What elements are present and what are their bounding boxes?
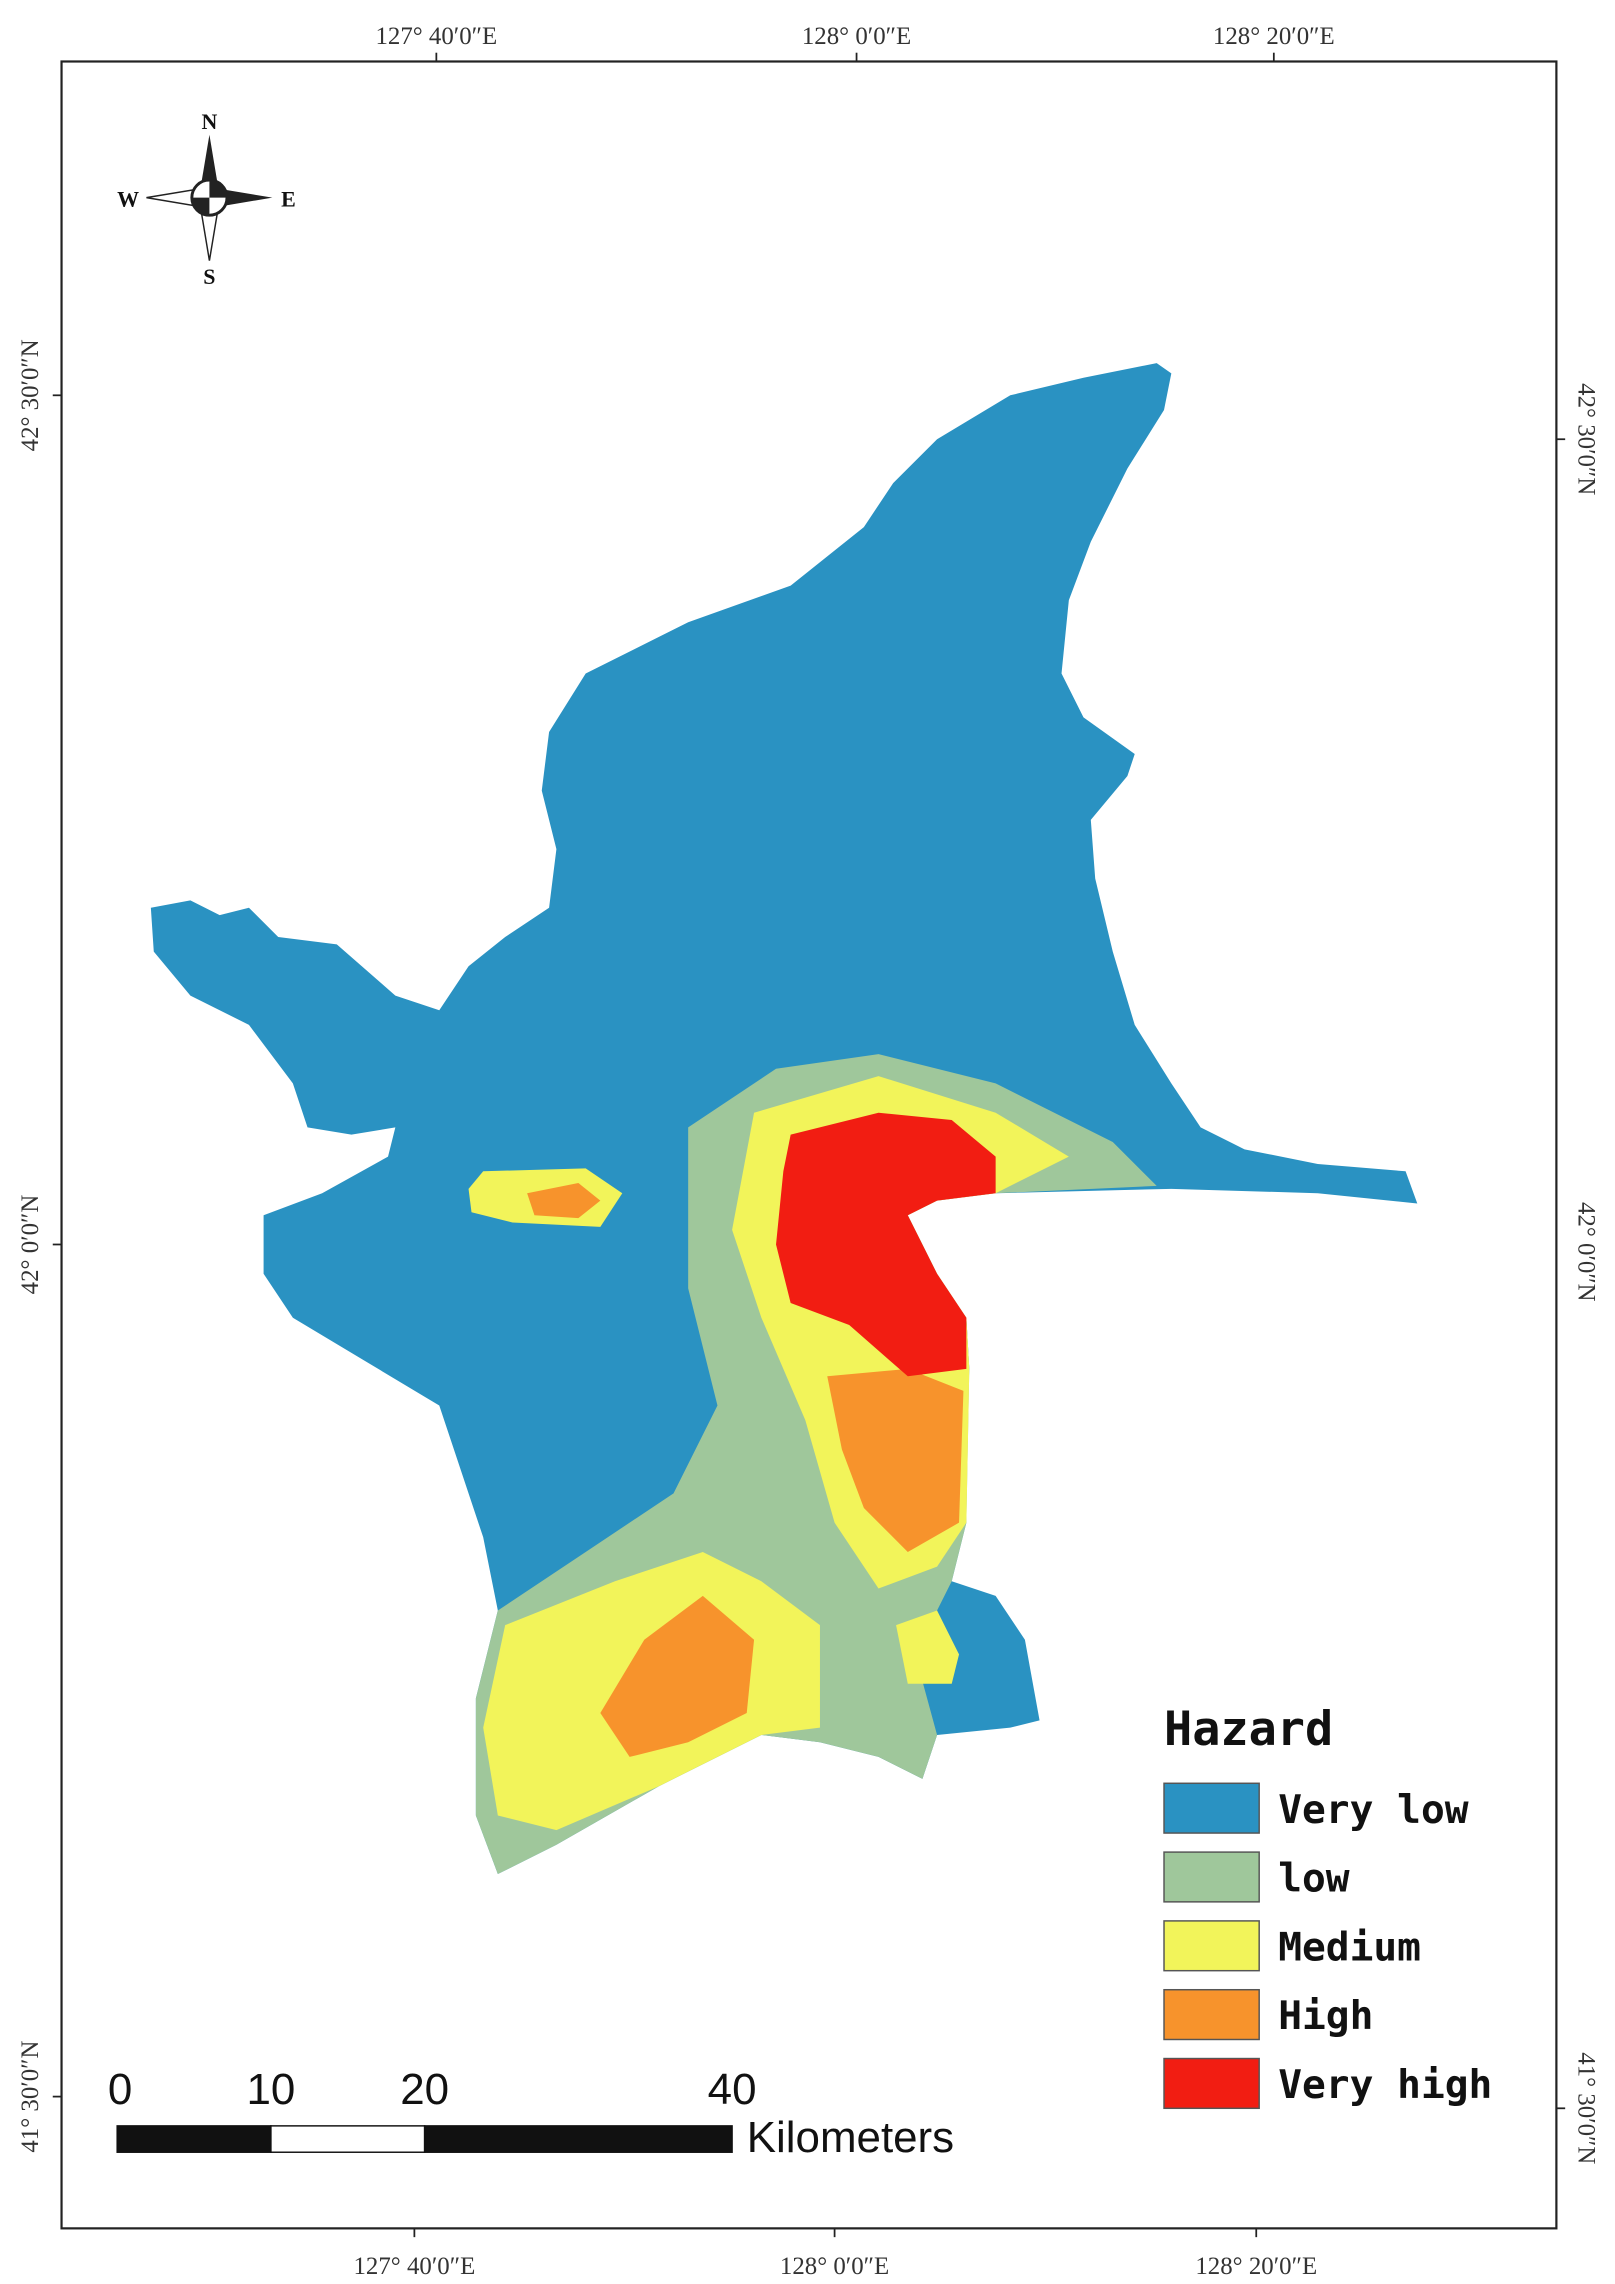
legend-label: Very low bbox=[1278, 1787, 1469, 1833]
lat-label: 41° 30′0″N bbox=[17, 2041, 44, 2153]
scale-tick-label: 40 bbox=[708, 2065, 757, 2114]
scale-unit: Kilometers bbox=[747, 2113, 954, 2162]
frame-ticks bbox=[52, 52, 1566, 2238]
map-frame bbox=[60, 60, 1558, 2230]
scale-tick-label: 20 bbox=[400, 2065, 449, 2114]
region-high bbox=[600, 1595, 755, 1757]
lat-label: 42° 30′0″N bbox=[17, 339, 44, 451]
region-very-high bbox=[776, 1112, 996, 1377]
lat-label: 42° 0′0″N bbox=[17, 1195, 44, 1295]
legend-swatch bbox=[1163, 2057, 1260, 2110]
legend-title: Hazard bbox=[1164, 1703, 1333, 1757]
lat-label: 42° 0′0″N bbox=[1572, 1202, 1599, 1302]
legend-swatch bbox=[1163, 1988, 1260, 2041]
hazard-map bbox=[150, 363, 1418, 1875]
compass-n: N bbox=[201, 109, 217, 134]
lon-label: 128° 0′0″E bbox=[780, 2253, 889, 2280]
legend: Hazard Very low low Medium High Very high bbox=[1163, 1703, 1492, 2110]
legend-label: High bbox=[1278, 1993, 1373, 2039]
compass-w: W bbox=[117, 186, 139, 211]
region-high bbox=[527, 1182, 601, 1219]
lat-label: 41° 30′0″N bbox=[1572, 2052, 1599, 2164]
compass: N S E W bbox=[117, 109, 296, 289]
legend-swatch bbox=[1163, 1782, 1260, 1834]
legend-swatch bbox=[1163, 1851, 1260, 1903]
compass-e: E bbox=[281, 186, 296, 211]
scale-tick-label: 0 bbox=[108, 2065, 132, 2114]
lon-label: 128° 20′0″E bbox=[1213, 23, 1335, 50]
region-medium bbox=[896, 1610, 960, 1684]
lon-label: 128° 0′0″E bbox=[802, 23, 911, 50]
scale-tick-label: 10 bbox=[246, 2065, 295, 2114]
scale-bar: 0 10 20 40 Kilometers bbox=[108, 2065, 954, 2162]
region-high bbox=[827, 1368, 964, 1552]
lat-label: 42° 30′0″N bbox=[1572, 383, 1599, 495]
legend-label: Medium bbox=[1278, 1924, 1421, 1970]
lon-label: 128° 20′0″E bbox=[1195, 2253, 1317, 2280]
legend-label: low bbox=[1278, 1856, 1350, 1902]
legend-swatch bbox=[1163, 1920, 1260, 1972]
compass-s: S bbox=[203, 264, 215, 289]
lon-label: 127° 40′0″E bbox=[353, 2253, 475, 2280]
lon-label: 127° 40′0″E bbox=[375, 23, 497, 50]
legend-label: Very high bbox=[1278, 2062, 1492, 2108]
